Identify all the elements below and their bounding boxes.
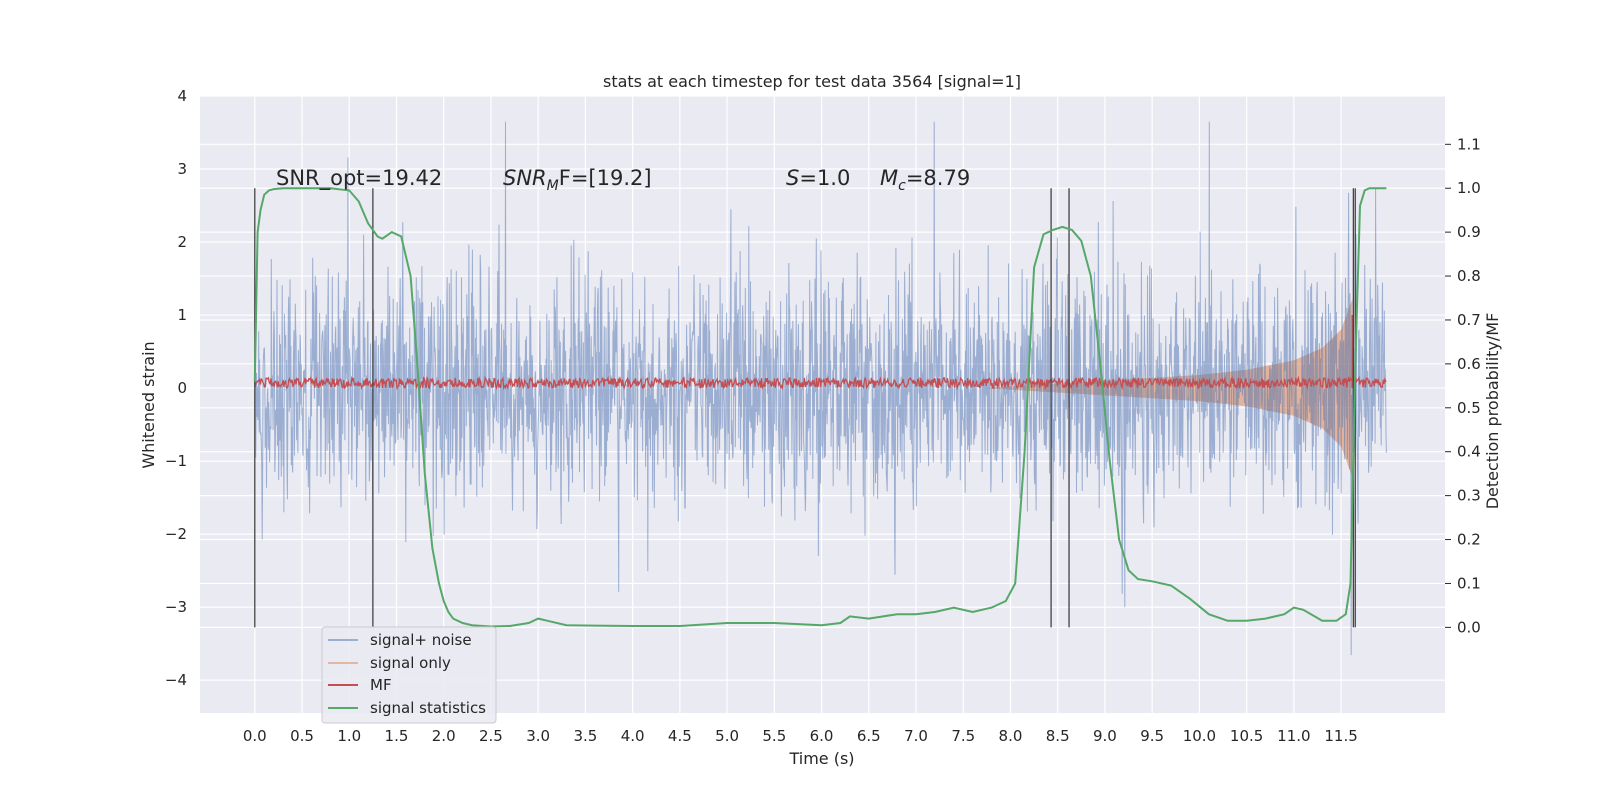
x-tick-label: 11.0	[1277, 727, 1310, 745]
x-tick-label: 1.0	[337, 727, 361, 745]
x-tick-label: 9.0	[1093, 727, 1117, 745]
x-tick-label: 1.5	[385, 727, 409, 745]
x-tick-label: 7.0	[904, 727, 928, 745]
y-tick-label: 0	[177, 379, 187, 397]
right-tick-label: 1.1	[1457, 135, 1481, 153]
signal-noise-series	[254, 121, 1387, 656]
annotation-snr-mf: SNRMF=[19.2]	[503, 166, 652, 194]
x-tick-label: 7.5	[951, 727, 975, 745]
y-tick-label: 1	[177, 306, 187, 324]
right-tick-label: 0.0	[1457, 618, 1481, 636]
x-tick-label: 10.0	[1183, 727, 1216, 745]
legend-label-signal-only: signal only	[370, 654, 451, 672]
x-axis-label: Time (s)	[788, 749, 854, 768]
x-tick-label: 8.0	[999, 727, 1023, 745]
annotation-s-rest: =1.0	[799, 166, 850, 190]
y-tick-label: 3	[177, 160, 187, 178]
right-tick-label: 1.0	[1457, 179, 1481, 197]
x-tick-label: 5.5	[762, 727, 786, 745]
x-tick-label: 2.5	[479, 727, 503, 745]
x-tick-label: 5.0	[715, 727, 739, 745]
signal-statistics-series	[253, 187, 1387, 628]
right-tick-label: 0.5	[1457, 399, 1481, 417]
x-tick-label: 10.5	[1230, 727, 1263, 745]
legend-label-statistics: signal statistics	[370, 699, 486, 717]
x-tick-label: 6.5	[857, 727, 881, 745]
y-tick-label: 2	[177, 233, 187, 251]
y-tick-label: −4	[165, 671, 187, 689]
annotation-s: S=1.0	[786, 166, 850, 190]
x-tick-label: 3.5	[573, 727, 597, 745]
annotation-mc-base: M	[880, 166, 898, 190]
signal-noise-line	[254, 121, 1387, 656]
mf-line	[254, 375, 1387, 391]
mf-series	[254, 315, 1387, 391]
y-axis-ticks: −4 −3 −2 −1 0 1 2 3 4	[165, 87, 187, 689]
annotation-snr-mf-base: SNR	[503, 166, 547, 190]
annotation-snr-mf-sub: M	[547, 178, 559, 194]
x-tick-label: 4.0	[621, 727, 645, 745]
right-axis-ticks: 0.0 0.1 0.2 0.3 0.4 0.5 0.6 0.7 0.8 0.9 1.0 1.1	[1445, 135, 1481, 636]
legend: signal+ noise signal only MF signal stat…	[321, 626, 497, 724]
annotation-mc-rest: =8.79	[906, 166, 970, 190]
right-tick-label: 0.1	[1457, 574, 1481, 592]
signal-statistics-line	[253, 187, 1387, 628]
chart-title: stats at each timestep for test data 356…	[603, 72, 1021, 91]
legend-label-mf: MF	[370, 676, 392, 694]
x-tick-label: 0.0	[243, 727, 267, 745]
x-axis-ticks: 0.0 0.5 1.0 1.5 2.0 2.5 3.0 3.5 4.0 4.5 5.0 5.5 6.0 6…	[243, 727, 1358, 745]
right-tick-label: 0.2	[1457, 531, 1481, 549]
annotation-snr-opt: SNR_opt=19.42	[276, 166, 442, 191]
annotation-mc-sub: c	[898, 178, 906, 194]
x-tick-label: 2.0	[432, 727, 456, 745]
x-tick-label: 9.5	[1140, 727, 1164, 745]
annotation-snr-mf-rest: F=[19.2]	[559, 166, 652, 190]
x-tick-label: 8.5	[1046, 727, 1070, 745]
annotation-s-base: S	[786, 166, 799, 190]
right-tick-label: 0.3	[1457, 487, 1481, 505]
right-tick-label: 0.6	[1457, 355, 1481, 373]
x-tick-label: 11.5	[1324, 727, 1357, 745]
y-tick-label: 4	[177, 87, 187, 105]
annotation-mc: Mc=8.79	[880, 166, 970, 194]
y-tick-label: −2	[165, 525, 187, 543]
right-tick-label: 0.8	[1457, 267, 1481, 285]
y-tick-label: −1	[165, 452, 187, 470]
y-axis-label: Whitened strain	[139, 341, 158, 468]
x-tick-label: 4.5	[668, 727, 692, 745]
right-tick-label: 0.7	[1457, 311, 1481, 329]
x-tick-label: 0.5	[290, 727, 314, 745]
right-tick-label: 0.4	[1457, 443, 1481, 461]
x-tick-label: 3.0	[526, 727, 550, 745]
right-tick-label: 0.9	[1457, 223, 1481, 241]
legend-label-noise: signal+ noise	[370, 631, 472, 649]
x-tick-label: 6.0	[810, 727, 834, 745]
y-tick-label: −3	[165, 598, 187, 616]
legend-box	[321, 626, 497, 724]
right-axis-label: Detection probability/MF	[1483, 313, 1502, 510]
